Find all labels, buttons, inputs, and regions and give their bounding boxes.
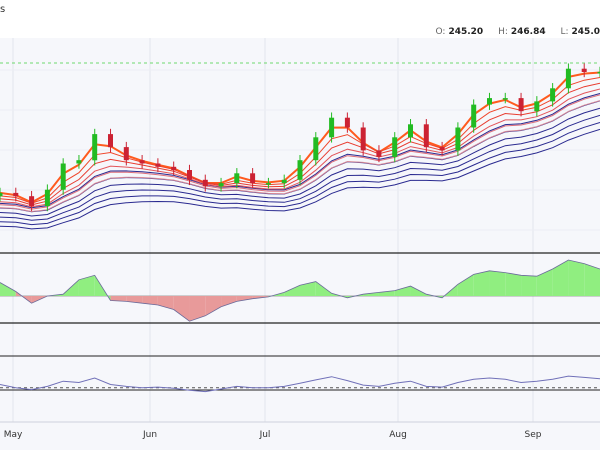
slow-ribbon-line bbox=[0, 107, 600, 217]
slow-ribbon-line bbox=[0, 128, 600, 230]
oscillator-area-segment bbox=[394, 286, 411, 296]
candle-down bbox=[439, 147, 445, 151]
ticker-symbol-fragment: s bbox=[0, 4, 6, 15]
open-label: O: bbox=[435, 27, 446, 37]
candle-up bbox=[60, 163, 66, 190]
oscillator-area-segment bbox=[473, 270, 490, 296]
candle-down bbox=[155, 163, 161, 167]
candle-up bbox=[455, 127, 461, 151]
x-tick-label: Sep bbox=[525, 430, 542, 440]
candle-down bbox=[202, 179, 208, 187]
oscillator-area-segment bbox=[536, 269, 553, 296]
candle-down bbox=[29, 196, 35, 206]
oscillator-area-segment bbox=[552, 260, 569, 296]
x-tick-label: May bbox=[4, 430, 23, 440]
oscillator-area-segment bbox=[521, 275, 537, 296]
candle-down bbox=[250, 173, 256, 184]
oscillator-area-segment bbox=[315, 281, 332, 296]
oscillator-area-segment bbox=[584, 263, 600, 296]
candle-up bbox=[297, 160, 303, 180]
x-tick-label: Jun bbox=[142, 430, 157, 440]
candle-up bbox=[487, 98, 492, 105]
chart-background bbox=[0, 38, 600, 450]
candle-up bbox=[408, 124, 413, 138]
oscillator-area-segment bbox=[126, 296, 143, 304]
oscillator-area-segment bbox=[142, 296, 158, 305]
candle-down bbox=[171, 166, 177, 171]
candle-up bbox=[281, 179, 287, 184]
candle-down bbox=[187, 170, 192, 180]
oscillator-area-segment bbox=[457, 274, 474, 296]
fast-ribbon-line bbox=[0, 100, 600, 213]
oscillator-area-segment bbox=[205, 296, 222, 316]
ohlc-readout: O: 245.20 H: 246.84 L: 245.0 bbox=[423, 27, 600, 37]
candle-up bbox=[502, 98, 508, 100]
candle-up bbox=[313, 137, 319, 161]
candle-down bbox=[13, 192, 19, 197]
candle-up bbox=[0, 192, 3, 197]
rsi-line bbox=[0, 375, 600, 393]
candle-up bbox=[565, 68, 571, 89]
candle-up bbox=[550, 88, 556, 102]
chart-header: s O: 245.20 H: 246.84 L: 245.0 bbox=[0, 0, 600, 38]
candle-up bbox=[597, 71, 600, 74]
candle-up bbox=[534, 101, 540, 112]
slow-ribbon-line bbox=[0, 122, 600, 226]
candle-down bbox=[123, 147, 129, 161]
oscillator-area-segment bbox=[284, 285, 300, 296]
candle-up bbox=[44, 189, 50, 206]
oscillator-area-segment bbox=[110, 296, 127, 302]
oscillator-area-segment bbox=[489, 270, 506, 296]
candle-up bbox=[471, 104, 477, 128]
candle-down bbox=[108, 134, 113, 148]
x-tick-label: Aug bbox=[389, 430, 407, 440]
oscillator-area-segment bbox=[78, 275, 95, 296]
oscillator-area-segment bbox=[363, 292, 379, 296]
slow-ribbon-line bbox=[0, 114, 600, 221]
candle-down bbox=[518, 98, 524, 112]
low-value: 245.0 bbox=[571, 27, 600, 37]
oscillator-area-segment bbox=[236, 296, 253, 302]
x-tick-label: Jul bbox=[259, 430, 271, 440]
high-label: H: bbox=[498, 27, 508, 37]
oscillator-area-segment bbox=[568, 260, 585, 296]
candle-up bbox=[234, 173, 240, 184]
candle-up bbox=[76, 160, 82, 164]
candle-down bbox=[360, 127, 366, 151]
candle-up bbox=[265, 183, 271, 185]
candle-down bbox=[344, 117, 350, 128]
fast-ribbon-line bbox=[0, 94, 600, 210]
candle-up bbox=[392, 137, 398, 157]
oscillator-area-segment bbox=[300, 281, 316, 296]
oscillator-area-segment bbox=[221, 296, 237, 307]
candle-up bbox=[329, 117, 335, 138]
candle-down bbox=[581, 68, 587, 72]
open-value: 245.20 bbox=[448, 27, 484, 37]
high-value: 246.84 bbox=[510, 27, 546, 37]
candle-up bbox=[92, 134, 98, 161]
oscillator-area-segment bbox=[189, 296, 206, 322]
low-label: L: bbox=[560, 27, 569, 37]
candle-down bbox=[376, 150, 382, 157]
candle-down bbox=[423, 124, 429, 148]
candle-down bbox=[139, 160, 145, 164]
candle-up bbox=[218, 183, 224, 187]
oscillator-outline bbox=[0, 259, 600, 322]
oscillator-area-segment bbox=[0, 282, 16, 296]
oscillator-area-segment bbox=[505, 272, 522, 296]
oscillator-area-segment bbox=[173, 296, 190, 322]
